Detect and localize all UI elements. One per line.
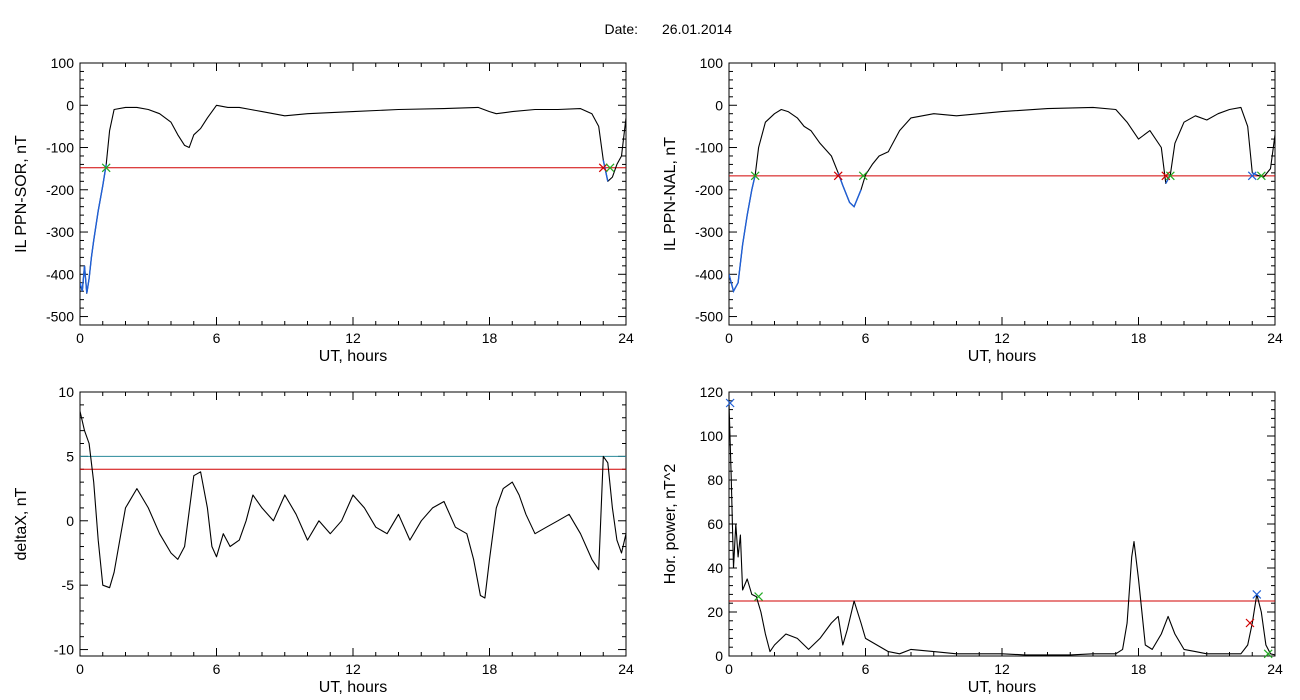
x-tick-label: 12 xyxy=(994,330,1010,346)
y-axis-label: IL PPN-SOR, nT xyxy=(13,135,30,253)
x-tick-label: 18 xyxy=(1131,661,1147,677)
plot-frame xyxy=(79,62,627,326)
x-tick-label: 0 xyxy=(725,661,733,677)
y-tick-label: -500 xyxy=(46,309,74,325)
y-tick-label: 100 xyxy=(51,55,75,71)
marker-green xyxy=(750,171,760,181)
marker-green xyxy=(754,592,763,602)
chart-panel-deltax: 0 6 12 18 24 10 5 0 -5 -10 UT, hours deltaX, nT xyxy=(13,384,634,696)
y-tick-label: -400 xyxy=(695,266,723,282)
y-tick-label: 5 xyxy=(66,448,74,464)
highlight-segment xyxy=(80,164,107,294)
y-tick-label: 0 xyxy=(66,97,74,113)
y-tick-label: -100 xyxy=(695,140,723,156)
x-tick-label: 12 xyxy=(345,661,361,677)
y-tick-label: -5 xyxy=(62,577,75,593)
x-axis-label: UT, hours xyxy=(968,348,1036,365)
y-tick-label: -300 xyxy=(695,224,723,240)
marker-green xyxy=(1263,649,1273,659)
x-axis-label: UT, hours xyxy=(319,348,387,365)
x-tick-label: 6 xyxy=(862,330,870,346)
series-line xyxy=(729,402,1275,656)
y-tick-label: -200 xyxy=(695,182,723,198)
x-tick-label: 24 xyxy=(1267,330,1283,346)
plot-frame xyxy=(728,391,1276,657)
x-tick-label: 12 xyxy=(994,661,1010,677)
x-tick-label: 6 xyxy=(862,661,870,677)
plot-frame xyxy=(728,62,1276,326)
x-tick-label: 0 xyxy=(725,330,733,346)
marker-red xyxy=(1245,618,1255,628)
y-tick-label: 0 xyxy=(715,97,723,113)
x-tick-label: 18 xyxy=(1131,330,1147,346)
y-tick-label: -400 xyxy=(46,266,74,282)
x-tick-label: 6 xyxy=(213,661,221,677)
plot-area xyxy=(80,411,626,599)
y-tick-label: 80 xyxy=(707,472,723,488)
marker-blue xyxy=(1252,589,1262,599)
x-axis-label: UT, hours xyxy=(319,679,387,696)
marker-green xyxy=(1256,171,1266,181)
marker-red xyxy=(598,163,608,173)
y-tick-label: -300 xyxy=(46,224,74,240)
series-line xyxy=(729,106,1275,292)
x-tick-label: 18 xyxy=(482,330,498,346)
marker-green xyxy=(858,171,868,181)
y-tick-label: 20 xyxy=(707,604,723,620)
series-line xyxy=(80,104,626,294)
date-value: 26.01.2014 xyxy=(662,21,732,37)
plot-area xyxy=(729,106,1275,294)
x-tick-label: 24 xyxy=(1267,661,1283,677)
chart-panel-sor: 0 6 12 18 24 100 0 -100 -200 -300 -400 -500 UT, hour… xyxy=(13,55,634,365)
x-tick-label: 12 xyxy=(345,330,361,346)
plot-frame xyxy=(79,391,627,657)
plot-area xyxy=(729,402,1275,656)
marker-blue xyxy=(1247,171,1257,181)
y-tick-label: 40 xyxy=(707,560,723,576)
x-tick-label: 0 xyxy=(76,661,84,677)
x-tick-label: 24 xyxy=(618,330,634,346)
marker-blue xyxy=(725,398,735,408)
x-tick-label: 6 xyxy=(213,330,221,346)
y-axis-label: deltaX, nT xyxy=(13,487,30,560)
date-label: Date: xyxy=(605,21,638,37)
plot-area xyxy=(80,104,626,294)
highlight-segment xyxy=(837,172,862,208)
highlight-segment xyxy=(729,174,756,294)
x-tick-label: 18 xyxy=(482,661,498,677)
marker-green xyxy=(605,163,615,173)
y-tick-label: 60 xyxy=(707,516,723,532)
y-axis-label: IL PPN-NAL, nT xyxy=(662,137,679,251)
series-line xyxy=(80,411,626,599)
y-tick-label: -200 xyxy=(46,182,74,198)
y-tick-label: 10 xyxy=(58,384,74,400)
chart-panel-power: 0 6 12 18 24 120 100 80 60 40 20 0 UT, hours Hor. pow… xyxy=(662,384,1283,696)
y-tick-label: 0 xyxy=(66,513,74,529)
y-axis-label: Hor. power, nT^2 xyxy=(662,464,679,585)
y-tick-label: -100 xyxy=(46,140,74,156)
y-tick-label: -500 xyxy=(695,309,723,325)
x-tick-label: 24 xyxy=(618,661,634,677)
marker-green xyxy=(101,163,111,173)
x-axis-label: UT, hours xyxy=(968,679,1036,696)
y-tick-label: 100 xyxy=(700,428,724,444)
marker-green xyxy=(1165,171,1175,181)
chart-panel-nal: 0 6 12 18 24 100 0 -100 -200 -300 -400 -500 UT, hour… xyxy=(662,55,1283,365)
y-tick-label: 0 xyxy=(715,648,723,664)
x-tick-label: 0 xyxy=(76,330,84,346)
y-tick-label: -10 xyxy=(54,642,74,658)
marker-red xyxy=(833,171,843,181)
y-tick-label: 120 xyxy=(700,384,724,400)
y-tick-label: 100 xyxy=(700,55,724,71)
